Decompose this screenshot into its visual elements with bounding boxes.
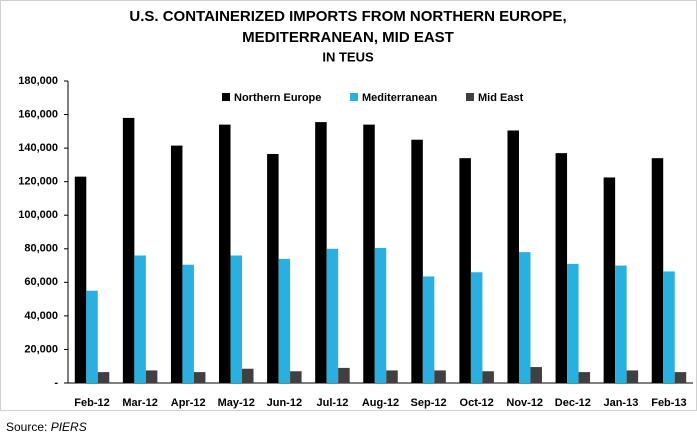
legend-label: Mid East [478, 92, 524, 104]
bar [626, 370, 639, 383]
bar [518, 252, 531, 383]
source-label: Source: [6, 420, 47, 434]
chart-title: U.S. CONTAINERIZED IMPORTS FROM NORTHERN… [129, 8, 566, 25]
bar [315, 122, 327, 383]
legend-label: Mediterranean [362, 92, 437, 104]
y-tick-label: 120,000 [18, 176, 58, 188]
bar [86, 290, 98, 383]
x-tick-label: Feb-12 [74, 397, 109, 409]
bar [603, 177, 616, 383]
y-tick-label: 40,000 [24, 310, 58, 322]
x-tick-label: Jul-12 [317, 397, 349, 409]
source-name: PIERS [51, 420, 87, 434]
bar [219, 124, 231, 383]
bar [422, 276, 435, 383]
bar [674, 372, 687, 383]
x-tick-label: May-12 [218, 397, 255, 409]
x-tick-label: Jun-12 [267, 397, 302, 409]
x-tick-label: Jan-13 [603, 397, 638, 409]
y-tick-label: 160,000 [18, 108, 58, 120]
bar [267, 153, 279, 383]
bar [555, 153, 568, 383]
bar [507, 130, 519, 383]
bar [182, 264, 194, 383]
bar [170, 145, 183, 383]
bar [193, 372, 206, 383]
legend-label: Northern Europe [234, 92, 321, 104]
x-tick-label: Oct-12 [460, 397, 494, 409]
bar [482, 371, 494, 383]
bar [363, 124, 375, 383]
y-tick-label: - [54, 377, 58, 389]
source: Source: PIERS [6, 420, 87, 434]
bar [530, 367, 542, 383]
y-tick-label: 80,000 [24, 243, 58, 255]
bar [290, 371, 302, 383]
bar [97, 372, 110, 383]
bar [242, 368, 254, 383]
y-tick-label: 100,000 [18, 209, 58, 221]
x-tick-label: Feb-13 [651, 397, 686, 409]
bar [278, 258, 291, 383]
legend-swatch [350, 93, 358, 101]
y-tick-label: 20,000 [24, 343, 58, 355]
x-tick-label: Dec-12 [555, 397, 591, 409]
bar [651, 158, 664, 383]
bar [145, 370, 158, 383]
bar [374, 247, 387, 383]
x-tick-label: Mar-12 [122, 397, 157, 409]
y-tick-label: 60,000 [24, 276, 58, 288]
legend-swatch [466, 93, 474, 101]
bar [459, 158, 471, 383]
y-tick-label: 180,000 [18, 75, 58, 87]
bar [434, 370, 446, 383]
legend-swatch [222, 93, 230, 101]
bar [326, 248, 339, 383]
bar [74, 176, 87, 383]
x-tick-label: Apr-12 [171, 397, 206, 409]
bar [122, 117, 135, 384]
x-tick-label: Sep-12 [411, 397, 447, 409]
bar [411, 139, 423, 383]
bar [567, 263, 579, 383]
bar [386, 370, 398, 383]
bar [663, 271, 675, 383]
x-tick-label: Nov-12 [506, 397, 543, 409]
bar [578, 372, 591, 383]
chart-subtitle: IN TEUS [322, 49, 374, 64]
chart-title: MEDITERRANEAN, MID EAST [242, 29, 454, 46]
x-tick-label: Aug-12 [362, 397, 399, 409]
bar [338, 367, 350, 383]
bar [134, 255, 146, 383]
y-tick-label: 140,000 [18, 142, 58, 154]
bar [615, 265, 627, 383]
bar [230, 255, 243, 383]
bar [470, 272, 483, 383]
